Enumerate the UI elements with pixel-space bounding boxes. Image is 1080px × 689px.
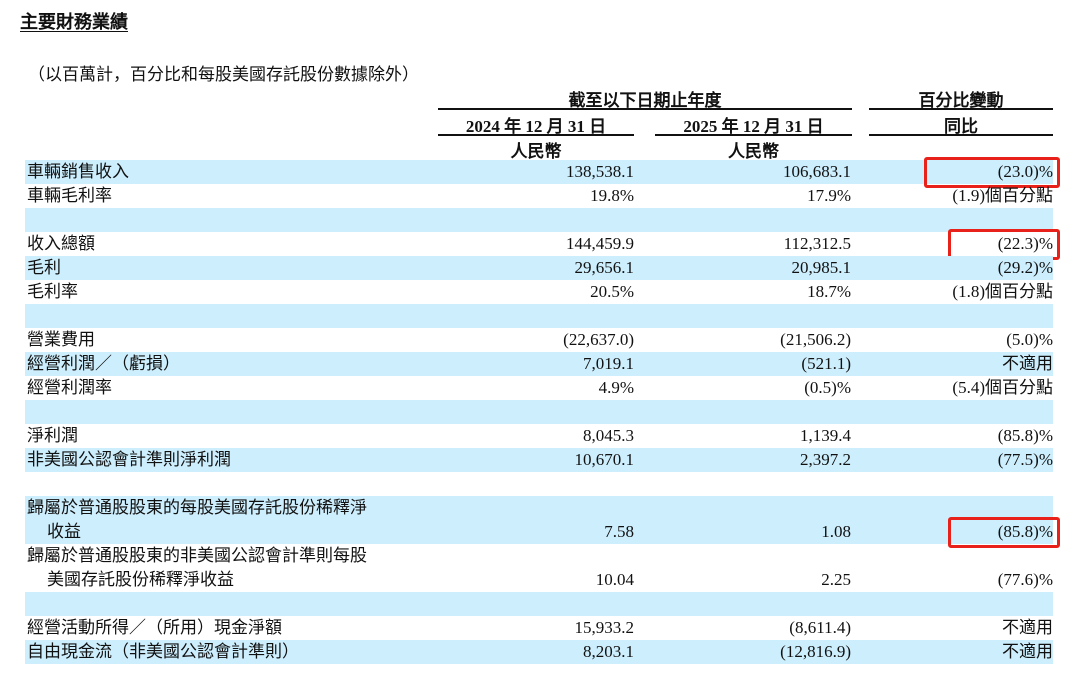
- section-title: 主要財務業績: [20, 12, 128, 32]
- value-2024: 138,538.1: [566, 162, 634, 181]
- value-2025: (0.5)%: [804, 378, 851, 397]
- value-2025: 18.7%: [807, 282, 851, 301]
- value-2025: (8,611.4): [789, 618, 851, 637]
- table-row: [25, 208, 1053, 232]
- value-yoy-change: (85.8)%: [997, 522, 1053, 541]
- period-group-header: 截至以下日期止年度: [568, 91, 722, 110]
- table-row: 淨利潤 8,045.3 1,139.4 (85.8)%: [25, 424, 1053, 448]
- value-2025: (12,816.9): [780, 642, 851, 661]
- value-2025: 1,139.4: [800, 426, 851, 445]
- value-2025: 106,683.1: [783, 162, 851, 181]
- row-label: 歸屬於普通股股東的非美國公認會計準則每股: [27, 546, 367, 565]
- value-yoy-change: (22.3)%: [997, 234, 1053, 253]
- value-2024: 29,656.1: [574, 258, 635, 277]
- row-label: 收益: [47, 522, 81, 541]
- row-label: 車輛毛利率: [27, 186, 112, 205]
- value-2025: (521.1): [801, 354, 851, 373]
- row-label: 非美國公認會計準則淨利潤: [27, 450, 231, 469]
- row-label: 美國存託股份稀釋淨收益: [47, 570, 234, 589]
- header-rule: [655, 134, 852, 136]
- table-row: 歸屬於普通股股東的每股美國存託股份稀釋淨收益 7.58 1.08 (85.8)%: [25, 496, 1060, 548]
- column-header-2025: 2025 年 12 月 31 日: [683, 117, 824, 136]
- row-label: 經營利潤／（虧損）: [27, 354, 180, 373]
- row-label: 歸屬於普通股股東的每股美國存託股份稀釋淨: [27, 498, 367, 517]
- value-yoy-change: (1.9)個百分點: [952, 186, 1053, 205]
- value-2024: (22,637.0): [563, 330, 634, 349]
- table-row: [25, 592, 1053, 616]
- header-rule: [438, 134, 634, 136]
- value-yoy-change: 不適用: [1002, 354, 1053, 373]
- value-yoy-change: (85.8)%: [997, 426, 1053, 445]
- value-2024: 4.9%: [598, 378, 634, 397]
- column-header-2024: 2024 年 12 月 31 日: [465, 117, 607, 136]
- header-rule: [869, 108, 1053, 110]
- value-2025: 20,985.1: [791, 258, 852, 277]
- column-header-yoy: 同比: [944, 117, 978, 136]
- table-row: 非美國公認會計準則淨利潤 10,670.1 2,397.2 (77.5)%: [25, 448, 1053, 472]
- row-label: 自由現金流（非美國公認會計準則）: [27, 642, 299, 661]
- table-row: [25, 304, 1053, 328]
- row-label: 毛利率: [27, 282, 78, 301]
- value-yoy-change: (77.6)%: [997, 570, 1053, 589]
- table-row: 自由現金流（非美國公認會計準則） 8,203.1 (12,816.9) 不適用: [25, 640, 1053, 664]
- header-rule: [869, 134, 1053, 136]
- row-label: 毛利: [27, 258, 61, 277]
- table-row: 收入總額 144,459.9 112,312.5 (22.3)%: [25, 229, 1060, 260]
- value-yoy-change: (1.8)個百分點: [952, 282, 1053, 301]
- currency-2025: 人民幣: [728, 142, 779, 161]
- change-group-header: 百分比變動: [918, 91, 1004, 110]
- value-2025: 2.25: [821, 570, 851, 589]
- value-yoy-change: (29.2)%: [997, 258, 1053, 277]
- value-2024: 144,459.9: [566, 234, 634, 253]
- row-label: 營業費用: [27, 330, 95, 349]
- value-2024: 19.8%: [590, 186, 634, 205]
- table-row: 毛利 29,656.1 20,985.1 (29.2)%: [25, 256, 1053, 280]
- value-2024: 10,670.1: [574, 450, 635, 469]
- value-yoy-change: 不適用: [1002, 618, 1053, 637]
- value-2024: 7.58: [604, 522, 634, 541]
- value-yoy-change: (5.0)%: [1006, 330, 1053, 349]
- table-row: 歸屬於普通股股東的非美國公認會計準則每股美國存託股份稀釋淨收益 10.04 2.25…: [25, 544, 1053, 592]
- table-row: 毛利率 20.5% 18.7% (1.8)個百分點: [25, 280, 1053, 304]
- table-row: [25, 400, 1053, 424]
- row-label: 車輛銷售收入: [27, 162, 129, 181]
- row-label: 經營活動所得／（所用）現金淨額: [27, 618, 282, 637]
- currency-2024: 人民幣: [510, 142, 562, 161]
- table-row: 經營利潤／（虧損） 7,019.1 (521.1) 不適用: [25, 352, 1053, 376]
- highlight-box: [948, 517, 1060, 548]
- header-rule: [438, 108, 852, 110]
- value-2025: (21,506.2): [780, 330, 851, 349]
- table-row: 經營活動所得／（所用）現金淨額 15,933.2 (8,611.4) 不適用: [25, 616, 1053, 640]
- value-2025: 2,397.2: [800, 450, 851, 469]
- table-row: 營業費用 (22,637.0) (21,506.2) (5.0)%: [25, 328, 1053, 352]
- table-row: [25, 472, 1053, 496]
- table-row: 車輛毛利率 19.8% 17.9% (1.9)個百分點: [25, 184, 1053, 208]
- value-2024: 7,019.1: [583, 354, 634, 373]
- row-label: 收入總額: [27, 234, 95, 253]
- value-yoy-change: (77.5)%: [997, 450, 1053, 469]
- row-label: 經營利潤率: [27, 378, 112, 397]
- value-2024: 8,203.1: [583, 642, 634, 661]
- value-2024: 20.5%: [590, 282, 634, 301]
- value-yoy-change: (23.0)%: [997, 162, 1053, 181]
- highlight-box: [924, 157, 1060, 188]
- units-note: （以百萬計，百分比和每股美國存託股份數據除外）: [28, 65, 419, 84]
- table-row: 車輛銷售收入 138,538.1 106,683.1 (23.0)%: [25, 157, 1060, 188]
- value-2025: 17.9%: [807, 186, 851, 205]
- value-2024: 10.04: [595, 570, 634, 589]
- value-2025: 1.08: [821, 522, 851, 541]
- value-2024: 15,933.2: [574, 618, 635, 637]
- row-label: 淨利潤: [27, 426, 78, 445]
- table-row: 經營利潤率 4.9% (0.5)% (5.4)個百分點: [25, 376, 1053, 400]
- value-yoy-change: (5.4)個百分點: [952, 378, 1053, 397]
- value-2025: 112,312.5: [783, 234, 851, 253]
- value-2024: 8,045.3: [583, 426, 634, 445]
- value-yoy-change: 不適用: [1002, 642, 1053, 661]
